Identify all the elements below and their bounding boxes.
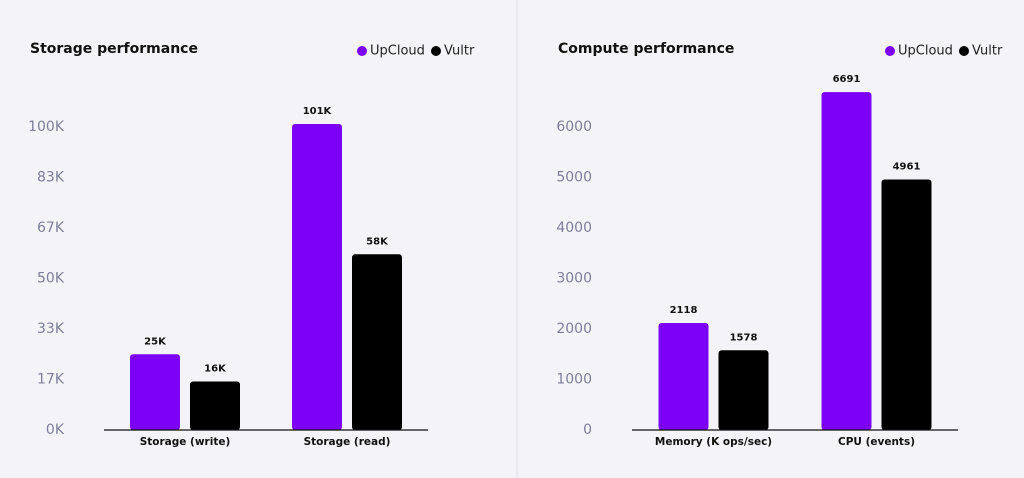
value-label: 16K — [204, 364, 227, 375]
y-tick-label: 4000 — [556, 220, 592, 236]
bar — [718, 350, 769, 430]
bar — [292, 124, 342, 431]
legend-swatch — [357, 46, 367, 56]
value-label: 58K — [366, 236, 389, 247]
value-label: 2118 — [670, 305, 698, 316]
y-tick-label: 5000 — [556, 170, 592, 186]
y-tick-label: 67K — [37, 220, 65, 236]
legend-swatch — [431, 46, 441, 56]
y-tick-label: 50K — [37, 271, 65, 287]
legend-label: UpCloud — [370, 44, 425, 59]
chart-title: Storage performance — [30, 41, 198, 57]
y-tick-label: 17K — [37, 372, 65, 388]
y-tick-label: 83K — [37, 170, 65, 186]
legend-swatch — [959, 46, 969, 56]
value-label: 101K — [303, 106, 333, 117]
legend-label: Vultr — [972, 44, 1003, 59]
y-tick-label: 0 — [583, 422, 592, 438]
value-label: 25K — [144, 336, 167, 347]
legend-label: UpCloud — [898, 44, 953, 59]
x-tick-label: Memory (K ops/sec) — [655, 436, 772, 448]
chart-title: Compute performance — [558, 41, 734, 57]
bar — [130, 354, 180, 430]
legend-label: Vultr — [444, 44, 475, 59]
y-tick-label: 100K — [28, 119, 65, 135]
y-tick-label: 0K — [46, 422, 65, 438]
legend-swatch — [885, 46, 895, 56]
value-label: 1578 — [730, 332, 758, 343]
bar — [352, 254, 402, 430]
y-tick-label: 33K — [37, 321, 65, 337]
y-tick-label: 6000 — [556, 119, 592, 135]
y-tick-label: 1000 — [556, 372, 592, 388]
bar — [658, 323, 709, 430]
y-tick-label: 2000 — [556, 321, 592, 337]
x-tick-label: Storage (read) — [304, 436, 391, 448]
bar — [881, 179, 932, 430]
x-tick-label: CPU (events) — [838, 436, 915, 448]
bar — [821, 92, 872, 431]
y-tick-label: 3000 — [556, 271, 592, 287]
x-tick-label: Storage (write) — [140, 436, 231, 448]
value-label: 6691 — [833, 74, 861, 85]
value-label: 4961 — [893, 161, 921, 172]
bar — [190, 381, 240, 430]
